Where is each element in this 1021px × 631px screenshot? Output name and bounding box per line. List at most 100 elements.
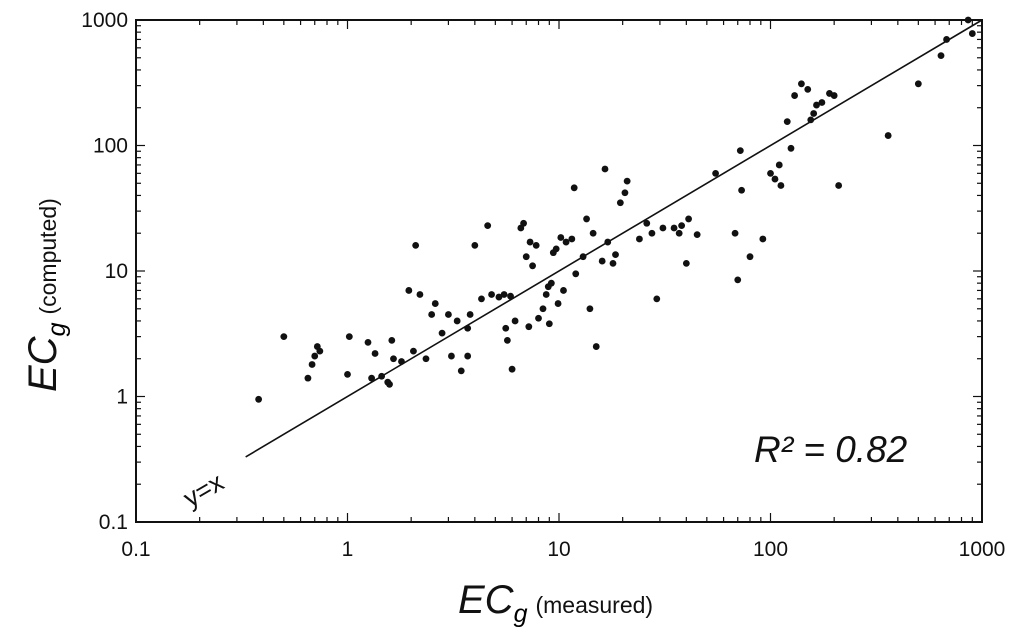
data-point <box>431 300 439 307</box>
data-point <box>511 317 519 325</box>
data-point <box>623 177 631 185</box>
data-point <box>835 182 843 189</box>
data-point <box>488 291 495 298</box>
data-point <box>547 279 555 287</box>
data-point <box>478 295 485 303</box>
data-point <box>685 215 693 223</box>
data-point <box>678 222 686 230</box>
y-tick-label: 1000 <box>81 9 128 32</box>
data-point <box>545 320 553 328</box>
data-point <box>643 219 651 227</box>
data-point <box>653 295 661 303</box>
data-point <box>503 336 511 344</box>
y-tick-label: 10 <box>105 260 128 283</box>
data-point <box>783 118 791 126</box>
x-tick-label: 100 <box>753 538 788 561</box>
y-tick-label: 0.1 <box>99 511 128 534</box>
data-point <box>280 333 288 341</box>
data-point <box>532 241 540 249</box>
data-point <box>378 372 386 380</box>
data-point <box>583 215 590 223</box>
y-axis-title-main: EC <box>21 335 65 392</box>
data-point <box>884 132 892 139</box>
data-point <box>560 287 567 294</box>
data-point <box>453 317 461 325</box>
data-point <box>570 184 578 192</box>
data-point <box>542 291 550 298</box>
data-point <box>572 270 580 278</box>
data-point <box>388 336 396 344</box>
data-point <box>457 367 465 375</box>
data-point <box>771 175 779 183</box>
data-point <box>659 224 667 232</box>
x-tick-label: 1000 <box>959 538 1006 561</box>
x-tick-label: 1 <box>342 538 354 561</box>
data-point <box>712 169 719 177</box>
data-point <box>311 352 319 360</box>
data-point <box>648 229 656 237</box>
data-point <box>604 238 612 246</box>
y-axis-title-subscript: g <box>43 322 71 336</box>
data-point <box>609 259 617 267</box>
data-point <box>398 358 405 365</box>
data-point <box>526 238 534 246</box>
data-point <box>464 324 472 332</box>
data-point <box>767 169 774 177</box>
data-point <box>798 80 805 88</box>
data-point <box>445 311 452 318</box>
data-point <box>412 241 420 249</box>
data-point <box>525 323 533 331</box>
data-point <box>410 347 417 355</box>
data-point <box>535 314 542 322</box>
x-axis-title-main: EC <box>458 578 515 622</box>
data-point <box>670 224 678 232</box>
data-point <box>734 276 742 284</box>
data-point <box>810 110 818 117</box>
data-point <box>364 338 372 346</box>
data-point <box>500 291 508 298</box>
data-point <box>804 85 812 93</box>
data-point <box>448 352 455 360</box>
data-point <box>579 253 587 261</box>
data-point <box>601 165 609 173</box>
data-point <box>738 186 745 194</box>
y-tick-label: 100 <box>93 135 128 158</box>
y-axis-title: ECg (computed) <box>21 198 71 392</box>
data-point <box>386 380 393 388</box>
data-point <box>308 361 316 368</box>
data-point <box>612 251 619 259</box>
data-point <box>539 305 547 313</box>
data-point <box>693 231 701 239</box>
data-point <box>471 241 479 249</box>
data-point <box>592 343 600 350</box>
data-point <box>520 219 527 227</box>
data-point <box>438 329 446 337</box>
data-point <box>554 300 562 307</box>
data-point <box>830 92 838 99</box>
data-point <box>568 235 576 243</box>
data-point <box>508 365 516 373</box>
data-point <box>598 257 606 265</box>
data-point <box>495 293 503 301</box>
data-point <box>422 355 430 363</box>
data-point <box>791 92 798 99</box>
data-point <box>344 371 351 378</box>
data-point <box>759 235 767 243</box>
x-axis-title-subscript: g <box>514 600 528 628</box>
y-tick-label: 1 <box>116 386 128 409</box>
data-point <box>522 253 530 261</box>
data-point <box>818 99 826 106</box>
data-point <box>502 324 510 332</box>
data-point <box>390 355 397 363</box>
data-point <box>731 229 739 237</box>
data-point <box>736 147 744 155</box>
data-point <box>464 352 472 360</box>
data-point <box>621 189 629 197</box>
data-point <box>316 347 324 355</box>
data-point <box>682 259 690 267</box>
data-point <box>304 374 312 382</box>
y-tick-labels: 0.1 1 10 100 1000 <box>81 9 128 534</box>
data-point <box>371 350 379 357</box>
data-point <box>529 262 536 270</box>
data-point <box>466 311 474 318</box>
